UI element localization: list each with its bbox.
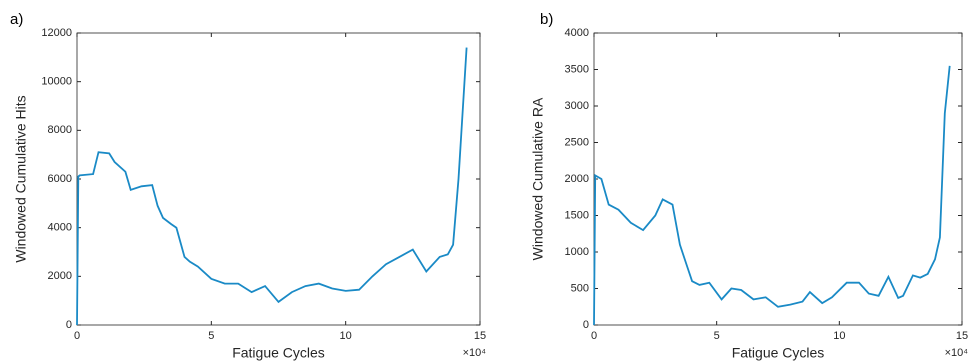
x-tick-label: 15 [474,330,486,342]
y-tick-label: 12000 [41,27,72,39]
y-tick-label: 0 [583,319,589,331]
y-tick-label: 1500 [565,209,589,221]
x-axis-title: Fatigue Cycles [732,345,825,361]
panel-label: a) [10,11,23,28]
x-tick-label: 15 [956,330,968,342]
x-tick-label: 0 [74,330,80,342]
y-axis-title: Windowed Cumulative Hits [13,95,29,262]
y-tick-label: 2000 [565,173,589,185]
y-tick-label: 2000 [48,270,72,282]
y-tick-label: 6000 [48,173,72,185]
x-scale-label: ×10⁴ [945,347,969,359]
y-tick-label: 2500 [565,136,589,148]
y-axis-title: Windowed Cumulative RA [530,97,546,260]
plot-area [593,32,963,326]
x-axis-title: Fatigue Cycles [232,345,325,361]
y-tick-label: 4000 [565,27,589,39]
plot-area [76,32,481,326]
y-tick-label: 0 [66,319,72,331]
y-tick-label: 1000 [565,246,589,258]
data-line [593,65,951,326]
y-tick-label: 3000 [565,100,589,112]
y-tick-label: 3500 [565,63,589,75]
y-tick-label: 500 [571,282,589,294]
x-tick-label: 5 [208,330,214,342]
x-tick-label: 5 [714,330,720,342]
data-line [76,47,468,326]
x-tick-label: 10 [340,330,352,342]
y-tick-label: 4000 [48,222,72,234]
x-tick-label: 10 [833,330,845,342]
x-scale-label: ×10⁴ [463,347,487,359]
y-tick-label: 8000 [48,124,72,136]
x-tick-label: 0 [591,330,597,342]
panel-label: b) [540,11,553,28]
y-tick-label: 10000 [41,76,72,88]
